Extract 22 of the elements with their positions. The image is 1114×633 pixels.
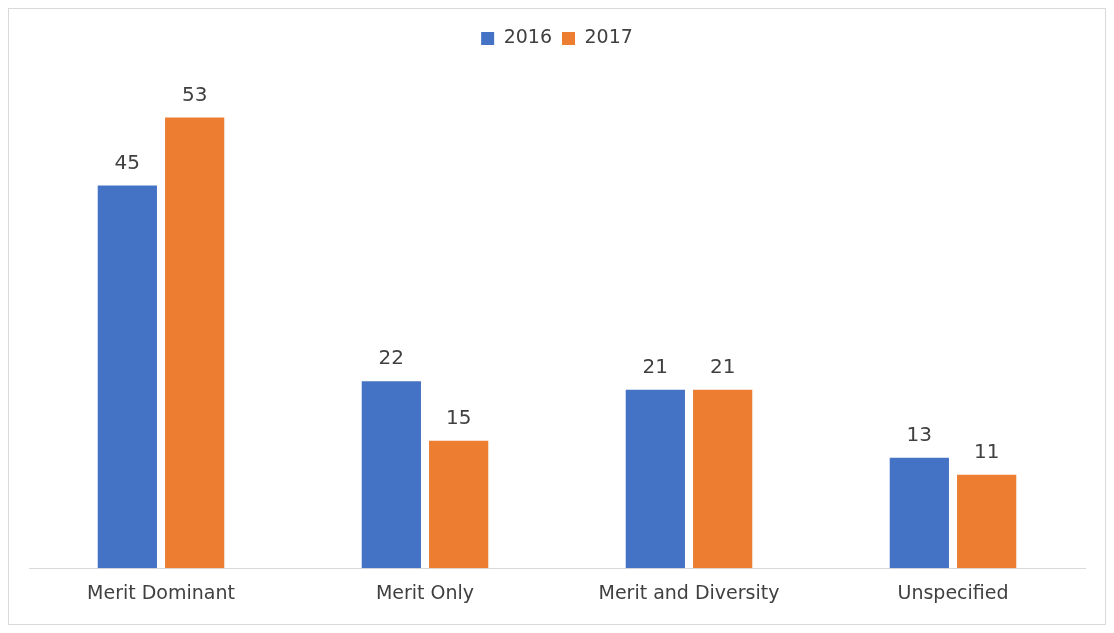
data-label: 15 xyxy=(445,404,472,429)
legend-label: 2016 xyxy=(503,25,553,48)
data-label: 22 xyxy=(378,345,405,370)
bar xyxy=(361,381,421,569)
x-tick-label: Merit and Diversity xyxy=(598,580,780,603)
data-label: 21 xyxy=(709,353,736,378)
data-label: 21 xyxy=(642,353,669,378)
x-tick-label: Unspecified xyxy=(897,580,1009,603)
bar xyxy=(889,457,949,569)
x-tick-label: Merit Dominant xyxy=(87,580,235,603)
legend-label: 2017 xyxy=(584,25,633,48)
data-label: 45 xyxy=(114,149,141,174)
data-label: 53 xyxy=(181,81,208,106)
data-label: 11 xyxy=(973,438,1000,463)
x-tick-label: Merit Only xyxy=(375,580,475,603)
bar xyxy=(957,474,1017,569)
bar xyxy=(97,185,157,569)
bar xyxy=(693,389,753,569)
bar xyxy=(429,440,489,569)
data-label: 13 xyxy=(906,421,933,446)
bar xyxy=(625,389,685,569)
bar xyxy=(165,117,225,569)
